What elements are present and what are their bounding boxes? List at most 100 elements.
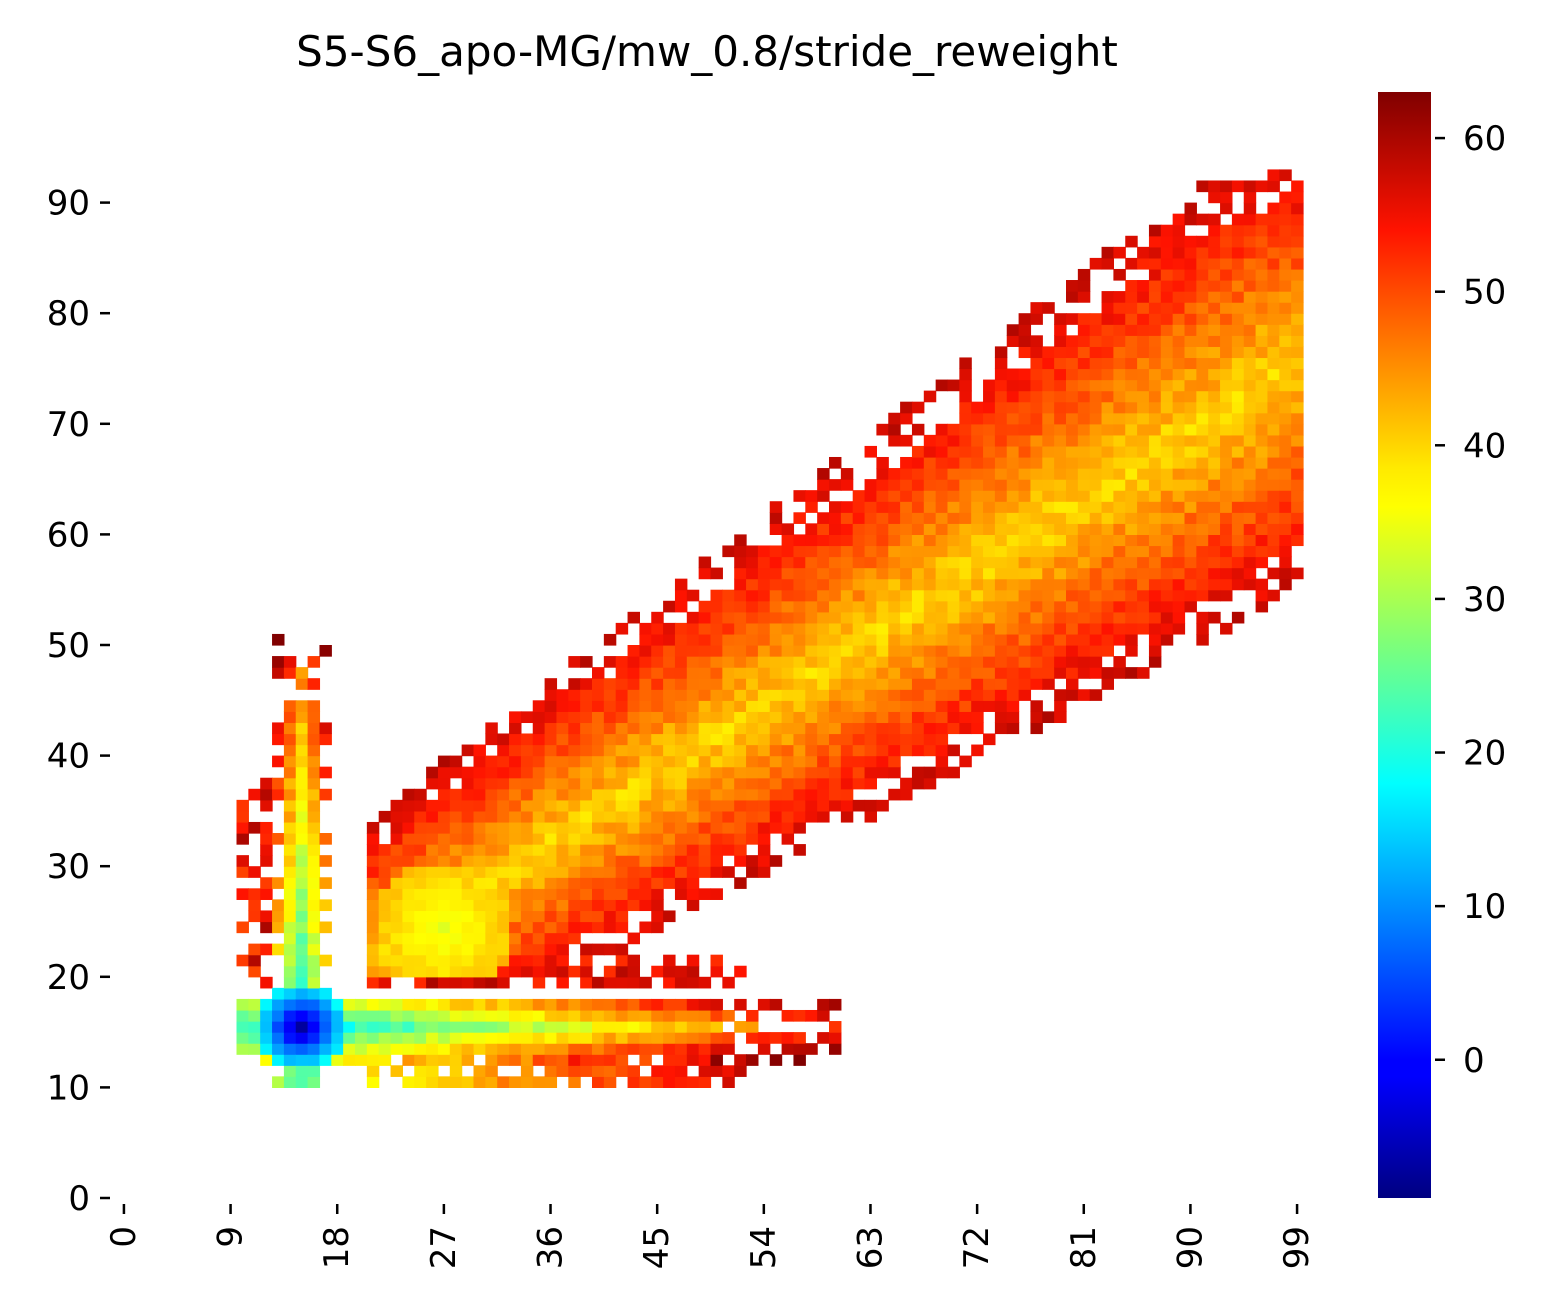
heatmap-cell	[959, 368, 972, 381]
heatmap-cell	[793, 556, 806, 569]
heatmap-cell	[817, 810, 830, 823]
heatmap-cell	[840, 589, 854, 602]
heatmap-cell	[331, 1021, 344, 1033]
heatmap-cell	[1113, 512, 1126, 524]
heatmap-cell	[497, 943, 510, 956]
heatmap-cell	[757, 645, 771, 657]
heatmap-cell	[1220, 556, 1233, 569]
heatmap-cell	[603, 1009, 617, 1022]
heatmap-cell	[793, 589, 806, 602]
heatmap-cell	[1006, 700, 1020, 712]
heatmap-cell	[1137, 456, 1150, 469]
heatmap-cell	[283, 921, 297, 934]
heatmap-cell	[1267, 545, 1280, 558]
heatmap-cell	[615, 866, 629, 878]
heatmap-cell	[1231, 357, 1245, 370]
heatmap-cell	[461, 833, 475, 845]
heatmap-cell	[1196, 213, 1209, 226]
heatmap-cell	[1030, 523, 1043, 535]
heatmap-cell	[805, 1009, 818, 1022]
heatmap-cell	[1077, 667, 1091, 679]
heatmap-cell	[746, 855, 759, 867]
heatmap-cell	[603, 799, 617, 812]
heatmap-cell	[1018, 434, 1032, 447]
heatmap-cell	[769, 689, 783, 701]
heatmap-cell	[1148, 257, 1162, 270]
heatmap-cell	[1054, 645, 1067, 657]
heatmap-cell	[817, 567, 830, 580]
heatmap-cell	[1066, 401, 1079, 414]
heatmap-cell	[817, 556, 830, 569]
heatmap-cell	[1160, 434, 1174, 447]
heatmap-cell	[1255, 390, 1269, 403]
heatmap-cell	[556, 976, 569, 989]
heatmap-cell	[698, 844, 712, 856]
heatmap-cell	[674, 855, 688, 867]
heatmap-cell	[1066, 501, 1079, 513]
heatmap-cell	[461, 998, 475, 1011]
heatmap-cell	[568, 766, 581, 779]
heatmap-cell	[485, 932, 498, 945]
heatmap-cell	[674, 877, 688, 889]
heatmap-cell	[900, 788, 913, 801]
heatmap-cell	[272, 987, 285, 1000]
heatmap-cell	[272, 833, 285, 845]
heatmap-cell	[1148, 313, 1162, 325]
heatmap-cell	[1054, 545, 1067, 558]
heatmap-cell	[236, 921, 249, 934]
heatmap-cell	[580, 910, 593, 923]
heatmap-cell	[426, 1076, 439, 1088]
colorbar-gradient	[1378, 92, 1431, 1198]
heatmap-cell	[876, 622, 889, 635]
heatmap-cell	[414, 899, 427, 912]
heatmap-cell	[663, 711, 676, 724]
heatmap-cell	[568, 965, 581, 978]
heatmap-cell	[1018, 401, 1032, 414]
heatmap-cell	[805, 788, 818, 801]
heatmap-cell	[698, 976, 712, 989]
heatmap-cell	[1160, 589, 1174, 602]
heatmap-cell	[1066, 456, 1079, 469]
heatmap-cell	[307, 799, 321, 812]
heatmap-cell	[1279, 291, 1292, 303]
heatmap-cell	[473, 954, 486, 967]
heatmap-cell	[734, 722, 747, 735]
heatmap-cell	[1042, 479, 1055, 491]
heatmap-cell	[1054, 434, 1067, 447]
heatmap-cell	[1220, 445, 1233, 458]
heatmap-cell	[1196, 633, 1209, 646]
heatmap-cell	[520, 877, 534, 889]
heatmap-cell	[260, 888, 273, 900]
heatmap-cell	[615, 965, 629, 978]
heatmap-cell	[615, 689, 629, 701]
heatmap-cell	[1267, 567, 1280, 580]
heatmap-cell	[1231, 567, 1245, 580]
heatmap-cell	[615, 777, 629, 790]
heatmap-cell	[888, 755, 901, 768]
heatmap-cell	[864, 678, 877, 690]
heatmap-cell	[911, 401, 925, 414]
heatmap-cell	[1113, 600, 1126, 613]
heatmap-cell	[390, 998, 403, 1011]
heatmap-cell	[911, 589, 925, 602]
heatmap-cell	[1077, 689, 1091, 701]
heatmap-cell	[1006, 445, 1020, 458]
heatmap-cell	[1231, 335, 1245, 347]
heatmap-cell	[1279, 302, 1292, 314]
heatmap-cell	[592, 667, 605, 679]
heatmap-cell	[769, 656, 783, 668]
heatmap-cell	[1113, 545, 1126, 558]
heatmap-cell	[876, 490, 889, 502]
heatmap-cell	[698, 755, 712, 768]
heatmap-cell	[746, 766, 759, 779]
heatmap-cell	[1042, 434, 1055, 447]
heatmap-cell	[983, 401, 996, 414]
heatmap-cell	[923, 689, 937, 701]
heatmap-cell	[1184, 302, 1197, 314]
heatmap-cell	[757, 722, 771, 735]
heatmap-cell	[722, 788, 735, 801]
heatmap-cell	[1291, 401, 1304, 414]
heatmap-cell	[1030, 645, 1043, 657]
heatmap-cell	[911, 700, 925, 712]
heatmap-cell	[1243, 280, 1257, 292]
